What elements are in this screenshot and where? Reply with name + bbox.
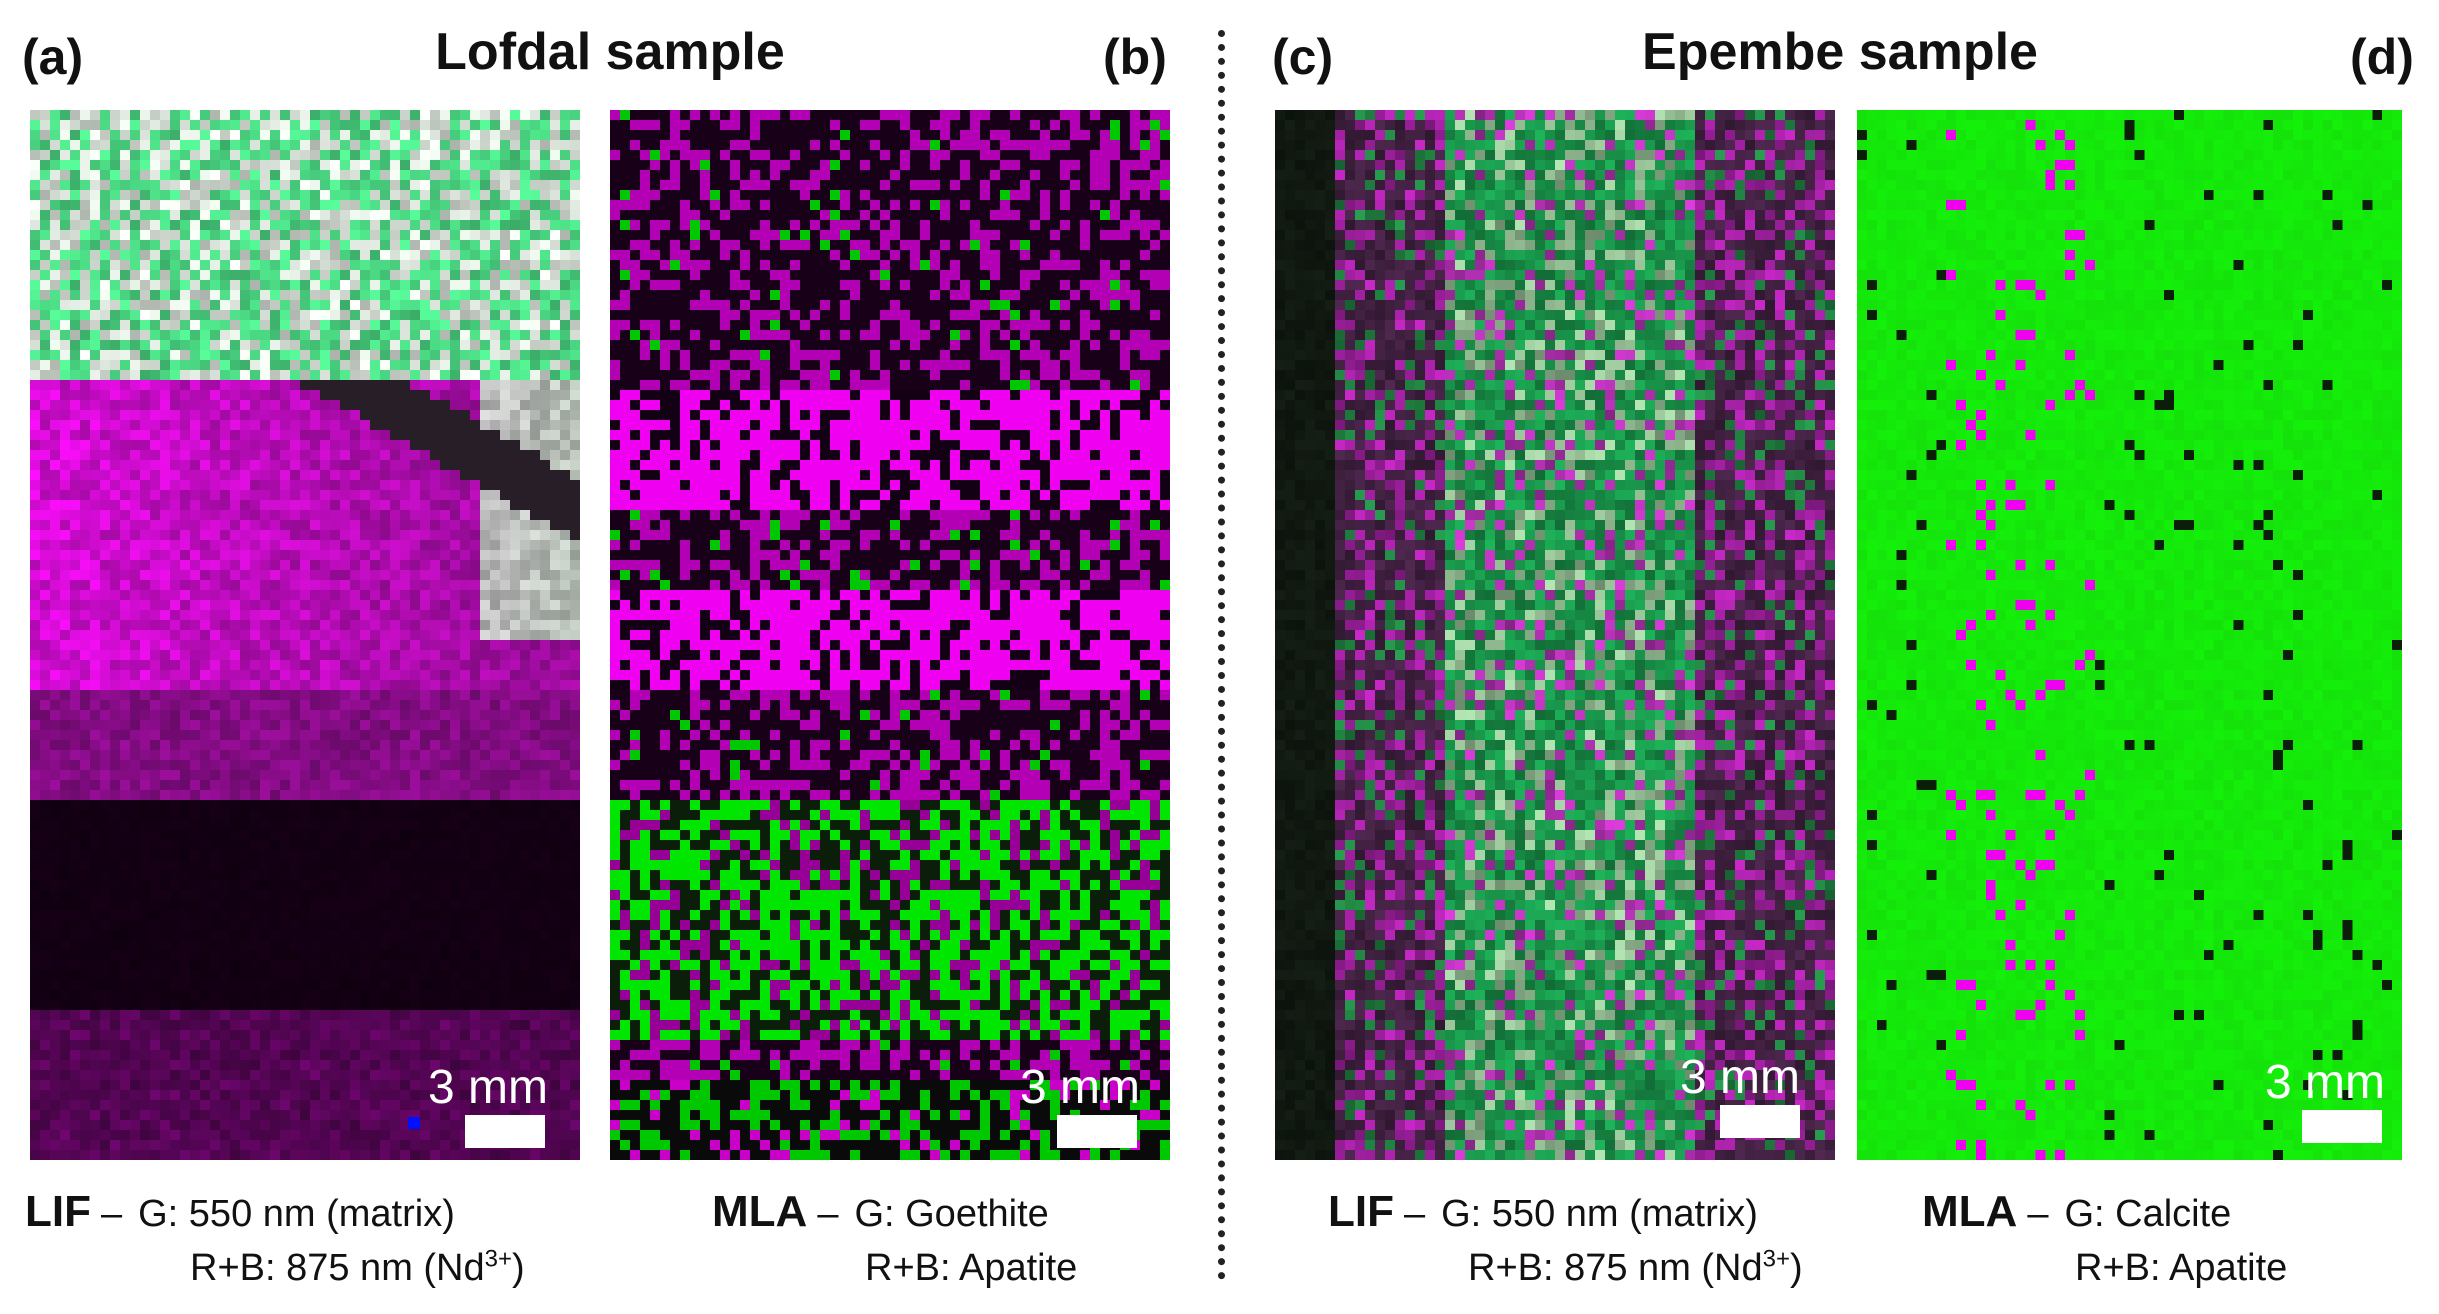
caption-lif-left: LIF – G: 550 nm (matrix) R+B: 875 nm (Nd3+…: [25, 1185, 525, 1295]
caption-line2-suffix: ): [512, 1247, 525, 1289]
scale-bar-b: [1057, 1115, 1137, 1148]
caption-line2: R+B: Apatite: [865, 1247, 1078, 1289]
caption-line1: G: Calcite: [2064, 1193, 2232, 1235]
mla-map-lofdal: 3 mm: [610, 110, 1170, 1160]
caption-line1: G: Goethite: [854, 1193, 1049, 1235]
panel-label-a: (a): [22, 29, 84, 85]
caption-line1: G: 550 nm (matrix): [1441, 1193, 1758, 1235]
scale-label-c: 3 mm: [1680, 1051, 1800, 1104]
caption-line2-suffix: ): [1790, 1247, 1803, 1289]
caption-method: MLA: [712, 1187, 808, 1236]
scale-label-d: 3 mm: [2265, 1056, 2385, 1109]
caption-line1: G: 550 nm (matrix): [138, 1193, 455, 1235]
caption-dash: –: [817, 1193, 839, 1235]
caption-line2-prefix: R+B: 875 nm (Nd: [1468, 1247, 1763, 1289]
epembe-sample-title: Epembe sample: [1642, 23, 2038, 81]
caption-dash: –: [100, 1193, 123, 1235]
scale-bar-c: [1720, 1105, 1800, 1138]
mla-map-epembe: 3 mm: [1857, 110, 2402, 1160]
scale-bar-d: [2302, 1110, 2382, 1143]
panel-label-d: (d): [2350, 29, 2414, 85]
caption-line2: R+B: Apatite: [2075, 1247, 2288, 1289]
scale-label-b: 3 mm: [1020, 1061, 1140, 1114]
caption-dash: –: [2027, 1193, 2049, 1235]
dotted-divider: [1218, 30, 1225, 1280]
caption-lif-right: LIF – G: 550 nm (matrix) R+B: 875 nm (Nd3+…: [1328, 1185, 1803, 1295]
caption-sup: 3+: [1762, 1245, 1791, 1273]
caption-line2-prefix: R+B: 875 nm (Nd: [190, 1247, 485, 1289]
scale-label-a: 3 mm: [428, 1061, 548, 1114]
panel-label-c: (c): [1272, 29, 1334, 85]
lofdal-sample-title: Lofdal sample: [435, 23, 785, 81]
caption-mla-right: MLA – G: Calcite R+B: Apatite: [1922, 1185, 2287, 1295]
caption-method: LIF: [1328, 1187, 1394, 1236]
lif-map-epembe: 3 mm: [1275, 110, 1835, 1160]
caption-dash: –: [1403, 1193, 1426, 1235]
scale-bar-a: [465, 1115, 545, 1148]
caption-method: MLA: [1922, 1187, 2018, 1236]
blue-marker: [408, 1117, 420, 1129]
panel-label-b: (b): [1103, 29, 1167, 85]
lif-map-lofdal: 3 mm: [30, 110, 580, 1160]
caption-method: LIF: [25, 1187, 91, 1236]
caption-sup: 3+: [484, 1245, 513, 1273]
caption-mla-left: MLA – G: Goethite R+B: Apatite: [712, 1185, 1077, 1295]
